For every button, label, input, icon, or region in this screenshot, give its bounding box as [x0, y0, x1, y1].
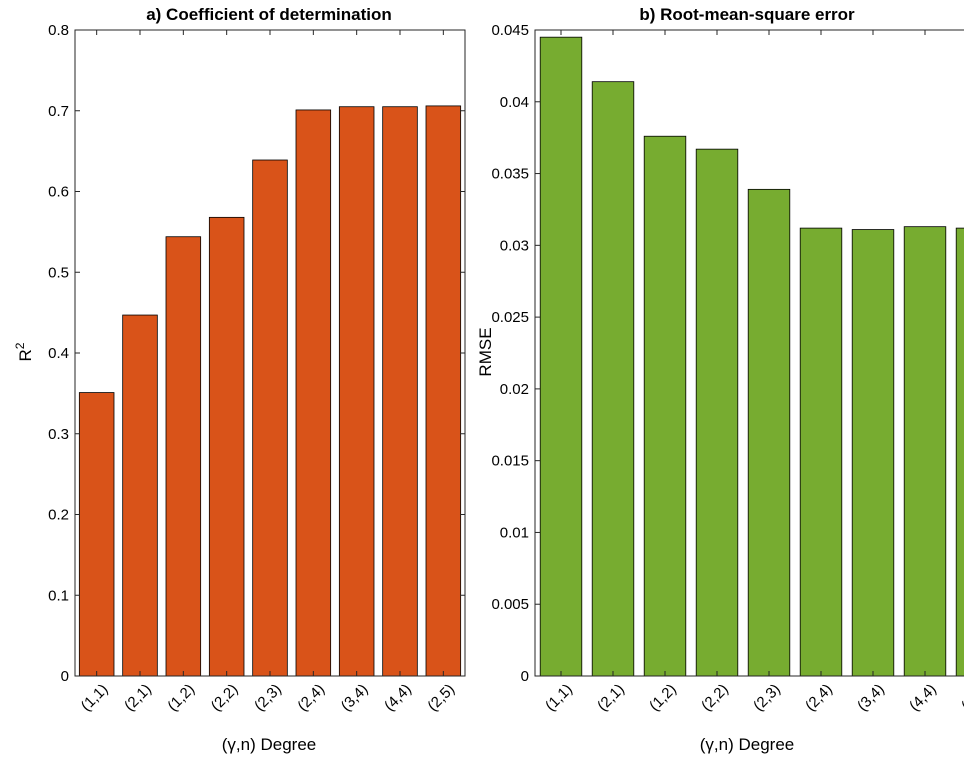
- panel-b-bar: [643, 135, 687, 677]
- panel-b-title: b) Root-mean-square error: [639, 5, 855, 24]
- panel-b-bar: [695, 148, 739, 677]
- panel-a-bar: [382, 106, 418, 677]
- panel-b-ytick-label: 0.005: [491, 596, 529, 613]
- panel-b-ytick-label: 0.01: [500, 524, 529, 541]
- panel-a-ytick-label: 0.8: [48, 22, 69, 39]
- panel-a-title: a) Coefficient of determination: [146, 5, 392, 24]
- panel-b-xtick-label: (2,5): [958, 681, 964, 715]
- panel-a-xtick-label: (2,4): [294, 681, 328, 715]
- panel-b-xtick-label: (4,4): [906, 681, 940, 715]
- panel-a-bar: [338, 106, 375, 677]
- panel-b-ytick-label: 0: [521, 668, 529, 685]
- panel-a-xlabel: (γ,n) Degree: [222, 735, 316, 754]
- panel-a-chart: a) Coefficient of determination R2 (γ,n)…: [13, 5, 466, 754]
- panel-b-xtick-label: (1,1): [542, 681, 576, 715]
- panel-a-xtick-label: (1,2): [164, 681, 198, 715]
- panel-a-ylabel: R2: [13, 342, 35, 361]
- panel-a-bar: [165, 236, 202, 677]
- panel-a-xtick-label: (2,1): [121, 681, 155, 715]
- panel-a-bar: [208, 216, 245, 677]
- panel-b-ytick-label: 0.03: [500, 237, 529, 254]
- panel-b-xlabel: (γ,n) Degree: [700, 735, 794, 754]
- panel-a-xtick-label: (3,4): [338, 681, 372, 715]
- panel-b-xtick-label: (1,2): [646, 681, 680, 715]
- panel-a-bar: [78, 392, 115, 677]
- panel-b-ytick-label: 0.035: [491, 166, 529, 183]
- panel-b-ytick-label: 0.015: [491, 453, 529, 470]
- panel-b-bar: [539, 36, 583, 677]
- panel-b-bar: [851, 229, 895, 677]
- panel-a-xtick-label: (1,1): [78, 681, 112, 715]
- panel-b-ytick-label: 0.04: [500, 94, 529, 111]
- panel-b-bar: [955, 227, 964, 677]
- panel-b-ytick-label: 0.025: [491, 309, 529, 326]
- panel-a-ytick-label: 0.2: [48, 507, 69, 524]
- panel-b-bar: [747, 188, 791, 677]
- panel-a-bar: [252, 159, 288, 677]
- panel-b-xtick-label: (2,2): [698, 681, 732, 715]
- panel-b-xtick-label: (3,4): [854, 681, 888, 715]
- panel-a-xtick-label: (2,2): [208, 681, 242, 715]
- panel-b-xtick-label: (2,3): [750, 681, 784, 715]
- panel-b-bar: [799, 227, 843, 677]
- panel-b-xtick-label: (2,1): [594, 681, 628, 715]
- panel-b-ylabel: RMSE: [476, 327, 495, 376]
- panel-a-bar: [425, 105, 462, 677]
- panel-a-ytick-label: 0.7: [48, 103, 69, 120]
- panel-a-ytick-label: 0: [61, 668, 69, 685]
- panel-b-chart: b) Root-mean-square error RMSE (γ,n) Deg…: [476, 5, 964, 754]
- panel-b-bar: [903, 226, 947, 677]
- panel-a-xtick-label: (2,5): [424, 681, 458, 715]
- panel-a-bar: [295, 109, 332, 677]
- panel-a-bar: [122, 314, 158, 677]
- panel-a-ytick-label: 0.1: [48, 587, 69, 604]
- panel-b-ytick-label: 0.02: [500, 381, 529, 398]
- panel-b-xtick-label: (2,4): [802, 681, 836, 715]
- panel-a-ytick-label: 0.4: [48, 345, 69, 362]
- panel-a-ytick-label: 0.3: [48, 426, 69, 443]
- panel-a-xtick-label: (2,3): [251, 681, 285, 715]
- panel-b-bar: [591, 81, 635, 677]
- panel-a-ytick-label: 0.6: [48, 184, 69, 201]
- panel-b-ytick-label: 0.045: [491, 22, 529, 39]
- panel-a-xtick-label: (4,4): [381, 681, 415, 715]
- panel-a-ytick-label: 0.5: [48, 264, 69, 281]
